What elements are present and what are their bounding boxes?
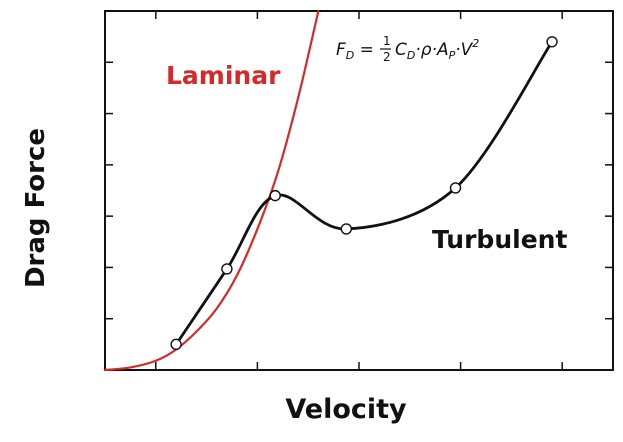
formula-ap: A [436,40,449,60]
marker-layer [170,36,558,351]
formula-dot-1: · [415,40,420,60]
data-point-turbulent-4 [340,223,352,235]
axis-ticks [105,11,613,370]
formula-equals: = [354,40,374,60]
formula-force: F [336,40,346,60]
data-point-turbulent-6 [546,36,558,48]
formula-cd: C [395,40,407,60]
svg-text:FD =: FD = [336,40,374,62]
data-point-turbulent-1 [170,338,182,351]
data-point-turbulent-3 [269,189,281,202]
x-axis-label: Velocity [285,394,407,425]
drag-formula: FD = 1 2 CD·ρ·AP·V2 [336,34,479,64]
formula-dot-3: · [455,40,460,60]
formula-ap-sub: P [449,49,456,62]
svg-text:CD·ρ·AP·V2: CD·ρ·AP·V2 [395,37,479,62]
formula-v-sup: 2 [472,37,479,50]
data-point-turbulent-5 [449,182,462,194]
y-axis-label: Drag Force [21,128,51,288]
laminar-annotation: Laminar [166,61,281,90]
formula-dot-2: · [432,40,437,60]
formula-frac-den: 2 [383,50,391,64]
series-line-laminar [103,9,320,372]
formula-cd-sub: D [407,49,415,62]
formula-force-sub: D [346,49,354,62]
turbulent-annotation: Turbulent [432,225,567,254]
formula-frac-num: 1 [383,34,391,48]
formula-rho: ρ [421,40,432,60]
formula-v: V [461,40,474,60]
data-point-turbulent-2 [221,263,233,275]
